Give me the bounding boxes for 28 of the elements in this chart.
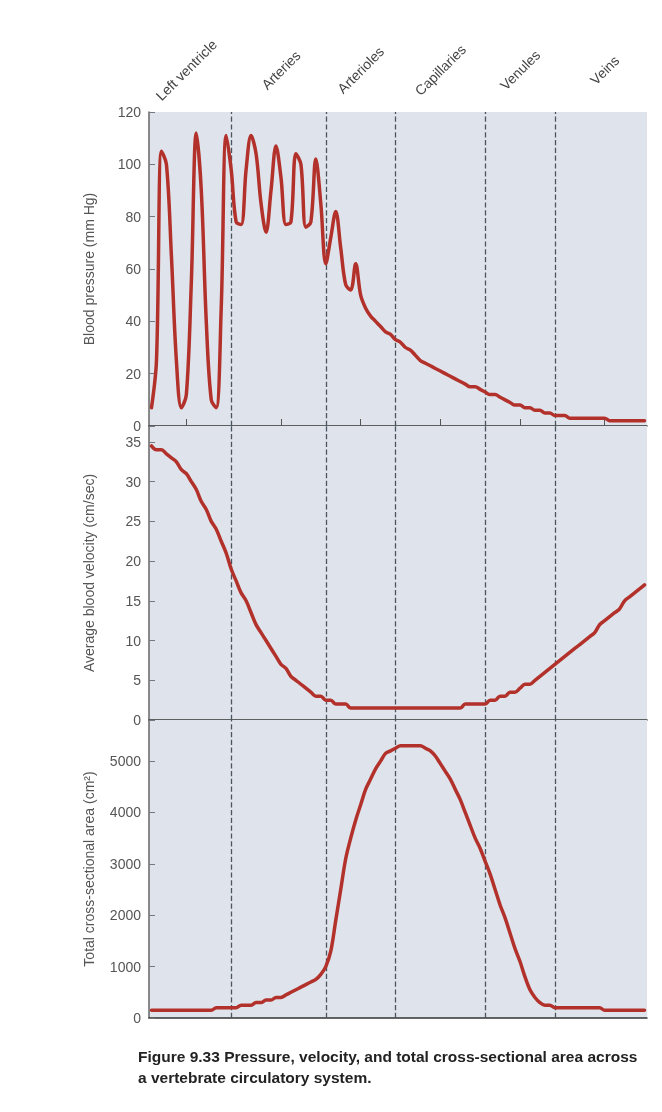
y-tick-label: 35: [125, 433, 142, 450]
y-tick-label: 0: [133, 712, 142, 728]
y-tick-label: 0: [133, 418, 142, 434]
y-tick-label: 20: [125, 553, 142, 570]
y-tick-label: 0: [133, 1010, 142, 1026]
y-tick-label: 60: [125, 261, 142, 277]
y-tick-label: 2000: [109, 907, 142, 924]
y-axis-title: Total cross-sectional area (cm²): [80, 771, 97, 967]
y-tick-label: 3000: [109, 855, 142, 872]
y-tick-label: 25: [125, 513, 142, 530]
caption: Figure 9.33 Pressure, velocity, and total cross-sectional area across a vertebrate circulatory system.: [138, 1047, 638, 1088]
y-tick-label: 5: [133, 672, 142, 689]
y-axis-title: Blood pressure (mm Hg): [80, 192, 97, 346]
y-tick-label: 80: [125, 208, 142, 225]
y-tick-label: 5000: [109, 753, 142, 770]
y-tick-label: 100: [117, 156, 142, 173]
y-tick-label: 40: [125, 313, 142, 330]
y-tick-label: 1000: [109, 958, 142, 975]
line-series: [149, 131, 647, 423]
line-series: [149, 743, 647, 1013]
y-tick-label: 4000: [109, 804, 142, 821]
y-tick-label: 15: [125, 592, 142, 609]
y-axis-title: Average blood velocity (cm/sec): [80, 473, 97, 673]
y-tick-label: 30: [125, 473, 142, 490]
y-tick-label: 120: [117, 104, 142, 120]
y-tick-label: 20: [125, 365, 142, 382]
y-tick-label: 10: [125, 632, 142, 649]
line-series: [149, 444, 647, 710]
